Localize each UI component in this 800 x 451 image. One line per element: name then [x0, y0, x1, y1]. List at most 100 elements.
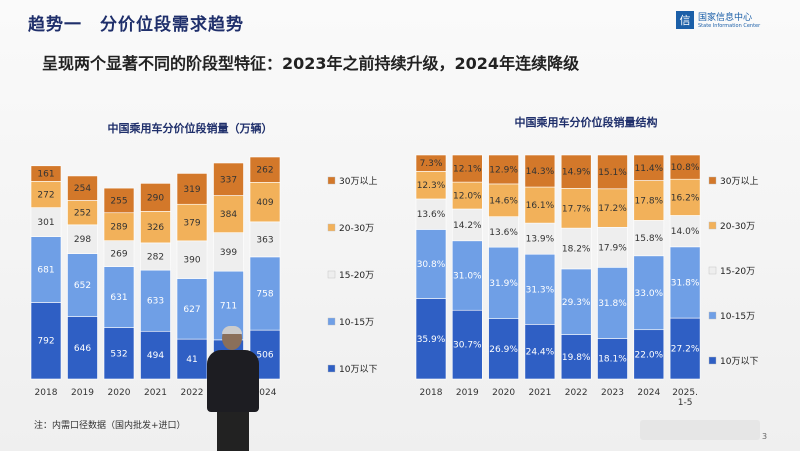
bar-segment [488, 216, 519, 248]
bar-segment [140, 183, 171, 212]
bar-segment [524, 222, 556, 255]
bar-segment [67, 316, 98, 380]
data-label: 14.9% [562, 168, 591, 178]
bar-segment [140, 330, 171, 380]
volume-chart: 792 681 301 272 161 2018 646 652 298 252 254 2019 53… [30, 156, 377, 398]
footnote: 注：内需口径数据（国内批发+进口） [34, 421, 186, 431]
data-label: 31.0% [453, 272, 482, 282]
slide-heading: 趋势一 分价位段需求趋势 [28, 10, 244, 35]
bar-segment [30, 165, 62, 182]
data-label: 13.6% [417, 210, 446, 220]
bar-segment [176, 173, 208, 205]
data-label: 18.2% [562, 245, 591, 255]
data-label: 30.8% [417, 260, 446, 270]
bar-segment [30, 236, 62, 303]
bar-segment [451, 154, 483, 183]
bar-segment [249, 256, 281, 331]
x-tick-label: 2024 [254, 388, 277, 398]
bar-segment [140, 269, 171, 332]
bottom-strip [640, 420, 760, 440]
data-label: 262 [256, 166, 273, 176]
bar-segment [415, 154, 447, 172]
data-label: 31.3% [526, 285, 555, 295]
x-tick-label: 2019 [456, 388, 479, 398]
legend-entry: 10-15万 [720, 312, 755, 322]
data-label: 33.0% [635, 289, 664, 299]
bar-segment [67, 200, 98, 226]
legend-entry: 10万以下 [339, 365, 377, 375]
data-label: 290 [147, 193, 164, 203]
legend-swatch [708, 356, 717, 365]
x-tick-label: 2024 [637, 388, 660, 398]
data-label: 298 [74, 235, 91, 245]
data-label: 758 [256, 290, 273, 300]
data-label: 41 [186, 355, 197, 365]
data-label: 31.8% [671, 278, 700, 288]
data-label: 22.0% [635, 350, 664, 360]
data-label: 15.1% [598, 168, 627, 178]
data-label: 17.2% [598, 204, 627, 214]
data-label: 19.8% [562, 353, 591, 363]
data-label: 16.1% [526, 201, 555, 211]
legend-swatch [708, 266, 717, 275]
bar-segment [524, 154, 556, 188]
data-label: 652 [74, 281, 91, 291]
data-label: 12.9% [489, 165, 518, 175]
data-label: 24.4% [526, 348, 555, 358]
legend-entry: 10-15万 [339, 318, 374, 328]
page-number: 3 [762, 432, 768, 441]
bar-segment [451, 240, 483, 311]
bar-segment [633, 329, 665, 380]
bar-segment [451, 309, 483, 380]
legend-swatch [708, 176, 717, 185]
bar-segment [67, 224, 98, 254]
data-label: 289 [110, 223, 127, 233]
bar-segment [103, 212, 135, 241]
data-label: 31.9% [489, 279, 518, 289]
bar-segment [415, 229, 447, 299]
data-label: 31.8% [598, 299, 627, 309]
bar-segment [67, 175, 98, 201]
x-tick-label: 2018 [420, 388, 443, 398]
data-label: 27.2% [671, 345, 700, 355]
data-label: 11.4% [635, 164, 664, 174]
bar-segment [560, 188, 592, 229]
data-label: 631 [110, 293, 127, 303]
logo-mark-icon: 信 [676, 10, 694, 29]
data-label: 12.0% [453, 192, 482, 202]
data-label: 12.1% [453, 165, 482, 175]
chart-title-volume: 中国乘用车分价位段销量（万辆） [108, 121, 273, 135]
bar-segment [415, 198, 447, 230]
data-label: 26.9% [489, 345, 518, 355]
structure-chart: 35.9% 30.8% 13.6% 12.3% 7.3% 2018 30.7% 31.0% 14… [415, 154, 758, 408]
data-label: 506 [256, 351, 273, 361]
data-label: 301 [37, 218, 54, 228]
data-label: 379 [183, 219, 200, 229]
bar-segment [451, 181, 483, 210]
data-label: 13.6% [489, 228, 518, 238]
data-label: 30.7% [453, 341, 482, 351]
bar-segment [30, 181, 62, 208]
legend-entry: 20-30万 [339, 224, 374, 234]
data-label: 337 [220, 175, 237, 185]
data-label: 12.3% [417, 181, 446, 191]
bar-segment [597, 188, 628, 228]
bar-segment [597, 338, 628, 380]
legend-swatch [708, 311, 717, 320]
data-label: 14.3% [526, 167, 555, 177]
legend-swatch [708, 221, 717, 230]
bar-segment [524, 324, 556, 380]
bar-segment [30, 207, 62, 237]
data-label: 29.3% [562, 298, 591, 308]
bar-segment [669, 178, 701, 216]
legend-entry: 30万以上 [339, 176, 377, 187]
data-label: 13.9% [526, 235, 555, 245]
bar-segment [524, 186, 556, 224]
bar-segment [249, 156, 281, 183]
bar-segment [633, 220, 665, 257]
bar-segment [249, 182, 281, 223]
data-label: 363 [256, 235, 273, 245]
bar-segment [669, 246, 701, 319]
data-label: 7.3% [420, 159, 443, 169]
